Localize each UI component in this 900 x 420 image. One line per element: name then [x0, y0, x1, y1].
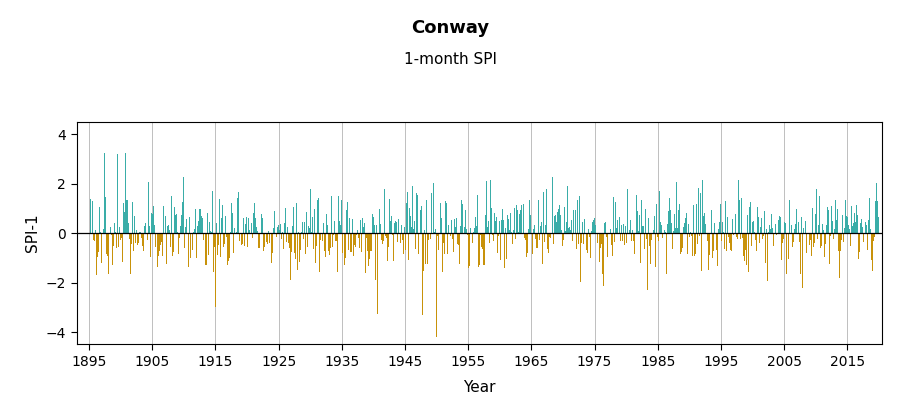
- Text: Conway: Conway: [411, 19, 489, 37]
- Y-axis label: SPI-1: SPI-1: [25, 214, 40, 252]
- X-axis label: Year: Year: [463, 380, 496, 395]
- Text: 1-month SPI: 1-month SPI: [403, 52, 497, 68]
